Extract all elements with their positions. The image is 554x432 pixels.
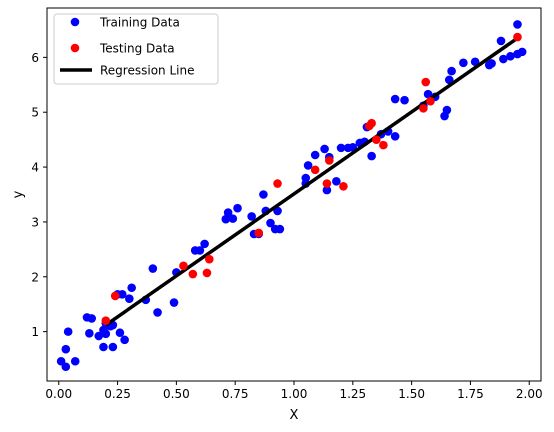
training-point	[496, 36, 506, 46]
training-point	[195, 246, 205, 255]
y-axis-label: y	[11, 190, 26, 198]
training-point	[117, 290, 127, 299]
legend-label: Testing Data	[99, 42, 175, 56]
y-tick-label: 3	[31, 215, 39, 229]
training-point	[247, 212, 256, 221]
training-point	[85, 328, 94, 338]
x-tick-label: 0.75	[222, 387, 249, 401]
x-tick-label: 1.50	[398, 387, 425, 401]
testing-point	[421, 77, 431, 87]
training-point	[336, 143, 346, 153]
y-tick-label: 4	[31, 161, 39, 175]
y-ticks: 1 2 3 4 5 6	[31, 51, 47, 339]
training-point	[470, 57, 480, 67]
training-point	[63, 327, 73, 336]
x-tick-label: 1.00	[281, 387, 308, 401]
x-tick-label: 0.25	[104, 387, 131, 401]
testing-point	[322, 179, 332, 188]
training-point	[322, 185, 332, 195]
legend-box	[53, 13, 219, 85]
training-point	[169, 298, 179, 307]
training-point	[120, 335, 129, 345]
regression-line	[104, 35, 521, 327]
training-point	[127, 283, 136, 293]
legend-marker	[70, 43, 80, 53]
training-point	[125, 294, 134, 304]
testing-point	[339, 181, 348, 191]
legend: Training Data Testing Data Regression Line	[53, 13, 219, 85]
training-point	[70, 356, 80, 366]
training-point	[61, 344, 71, 354]
training-point	[303, 161, 313, 170]
training-point	[266, 218, 275, 228]
x-ticks: 0.00 0.25 0.50 0.75 1.00 1.25 1.50 1.75 2.00	[45, 381, 543, 401]
training-point	[423, 89, 433, 99]
y-tick-label: 2	[31, 270, 39, 284]
training-point	[444, 75, 454, 85]
training-point	[390, 94, 400, 104]
testing-point	[372, 135, 381, 144]
testing-point	[513, 32, 522, 42]
training-point	[233, 203, 242, 213]
training-point	[259, 190, 268, 199]
training-point	[223, 208, 233, 217]
training-point	[367, 151, 376, 161]
training-point	[400, 95, 409, 105]
training-point	[99, 342, 108, 352]
training-point	[228, 214, 238, 223]
testing-point	[254, 228, 264, 238]
training-point	[513, 20, 522, 29]
y-tick-label: 6	[31, 51, 39, 65]
training-point	[61, 362, 71, 372]
x-tick-label: 1.25	[339, 387, 366, 401]
training-point	[459, 58, 468, 68]
training-point	[115, 328, 125, 338]
testing-point	[205, 254, 214, 264]
training-point	[447, 66, 456, 76]
legend-label: Regression Line	[100, 64, 194, 78]
training-point	[94, 331, 104, 341]
y-tick-label: 5	[31, 106, 39, 120]
testing-point	[419, 104, 428, 113]
testing-point	[367, 118, 376, 128]
training-point	[390, 132, 400, 141]
training-point	[506, 51, 515, 61]
testing-point	[188, 269, 198, 279]
training-point	[517, 47, 527, 57]
training-point	[87, 314, 96, 323]
testing-point	[310, 165, 320, 175]
training-point	[487, 59, 496, 68]
x-tick-label: 0.50	[163, 387, 190, 401]
legend-label: Training Data	[99, 16, 180, 30]
x-tick-label: 1.75	[457, 387, 484, 401]
training-point	[310, 150, 320, 160]
testing-point	[324, 156, 334, 165]
training-point	[108, 342, 118, 352]
legend-marker	[70, 17, 80, 27]
training-point	[148, 264, 158, 273]
y-tick-label: 1	[31, 325, 39, 339]
x-tick-label: 2.00	[516, 387, 543, 401]
training-point	[499, 54, 508, 64]
x-axis-label: X	[290, 408, 299, 423]
training-point	[101, 329, 111, 339]
testing-point	[426, 96, 435, 106]
training-point	[153, 308, 162, 317]
testing-point	[273, 179, 282, 188]
testing-point	[101, 316, 111, 325]
training-point	[221, 214, 231, 224]
training-point	[275, 224, 285, 234]
testing-point	[110, 291, 120, 301]
testing-point	[179, 261, 188, 271]
training-point	[301, 173, 311, 183]
training-point	[442, 105, 452, 115]
training-point	[332, 177, 341, 186]
training-point	[200, 239, 209, 249]
x-tick-label: 0.00	[45, 387, 72, 401]
testing-point	[202, 268, 212, 278]
chart-marks	[56, 20, 527, 372]
training-point	[320, 144, 329, 154]
testing-point	[379, 140, 388, 150]
